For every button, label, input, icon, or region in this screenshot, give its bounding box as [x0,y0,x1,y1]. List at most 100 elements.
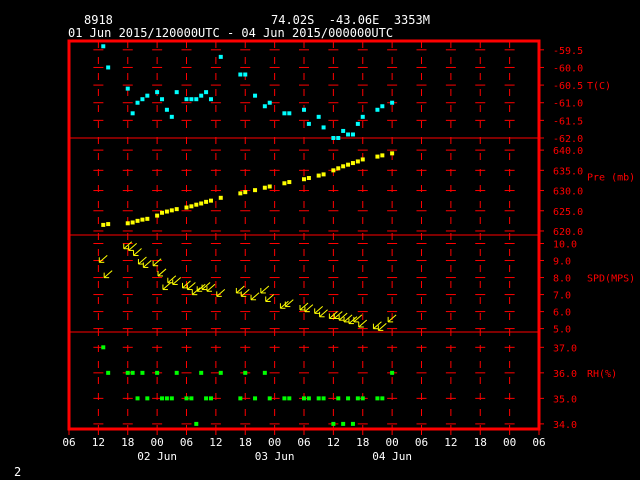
temp-point [243,72,248,77]
plot-frame [67,39,541,431]
temp-point [169,114,174,119]
pressure-point [135,218,140,223]
wind-arrow [314,306,324,314]
pressure-point [238,191,243,196]
pressure-point [253,188,258,193]
temp-point [238,72,243,77]
wind-arrow [240,288,250,297]
pressure-point [331,168,336,173]
x-tick-label: 12 [209,436,222,449]
wind-arrow [260,285,270,294]
wind-arrow [157,268,167,277]
temp-point [101,44,106,49]
rh-point [174,370,179,375]
temp-point [174,90,179,95]
y-tick-label: 625.0 [553,207,583,218]
rh-point [199,370,204,375]
y-tick-label: 10.0 [553,240,577,251]
pressure-point [350,161,355,166]
pressure-point [380,153,385,158]
rh-point [194,421,199,426]
temp-point [199,93,204,98]
wind-arrow [387,314,397,323]
y-tick-label: 9.0 [553,257,571,268]
pressure-point [355,159,360,164]
wind-arrow [137,256,147,265]
wind-arrow [372,321,382,330]
wind-arrow [279,300,289,309]
pressure-point [243,190,248,195]
rh-point [101,345,106,350]
y-tick-label: 6.0 [553,308,571,319]
wind-arrow [142,260,152,268]
pressure-point [321,172,326,177]
temp-point [194,97,199,102]
temp-point [380,104,385,109]
rh-point [321,396,326,401]
temp-point [125,86,130,91]
y-tick-label: 7.0 [553,291,571,302]
rh-point [267,396,272,401]
pressure-point [262,185,267,190]
y-tick-label: 37.0 [553,343,577,354]
x-tick-label: 06 [180,436,193,449]
temp-point [306,121,311,126]
wind-arrow [338,312,348,321]
pressure-point [341,164,346,169]
y-tick-label: -59.5 [553,46,583,57]
y-tick-label: 36.0 [553,369,577,380]
wind-arrow [128,243,137,251]
pressure-point [282,181,287,186]
x-tick-label: 00 [268,436,281,449]
x-tick-label: 18 [356,436,369,449]
day-label: 02 Jun [137,450,177,463]
rh-point [130,370,135,375]
temp-point [253,93,258,98]
pressure-point [101,222,106,227]
x-tick-label: 00 [503,436,516,449]
day-label: 03 Jun [255,450,295,463]
rh-point [302,396,306,401]
y-tick-label: 5.0 [553,325,571,336]
x-tick-label: 18 [474,436,487,449]
temp-point [130,111,135,116]
x-tick-label: 06 [415,436,428,449]
wind-arrow [265,294,275,302]
wind-arrow [284,299,294,308]
x-tick-label: 06 [297,436,310,449]
rh-point [346,396,351,401]
wind-arrow [250,292,260,301]
pressure-point [184,205,189,210]
y-tick-label: 640.0 [553,146,583,157]
y-tick-label: -62.0 [553,134,583,145]
rh-point [218,370,223,375]
temp-point [355,121,360,126]
wind-arrow [167,275,177,284]
wind-arrow [152,258,162,267]
x-tick-label: 12 [92,436,105,449]
pressure-point [390,151,395,156]
pressure-point [174,207,179,212]
pressure-point [164,209,169,214]
rh-point [253,396,258,401]
wind-arrow [186,282,196,291]
panel-label: RH(%) [587,369,617,380]
pressure-point [169,208,174,213]
temp-point [375,107,380,112]
panel-label: SPD(MPS) [587,274,635,285]
rh-point [380,396,385,401]
wind-arrow [98,254,108,263]
rh-point [336,396,341,401]
rh-point [375,396,380,401]
temp-point [204,90,209,95]
rh-point [169,396,174,401]
wind-arrow [343,314,353,323]
wind-arrow [348,316,358,325]
wind-arrow [299,302,309,311]
wind-arrow [328,311,338,319]
pressure-point [287,180,292,185]
day-label: 04 Jun [372,450,412,463]
pressure-point [208,198,213,203]
wind-arrow [133,248,142,257]
pressure-point [194,202,199,207]
